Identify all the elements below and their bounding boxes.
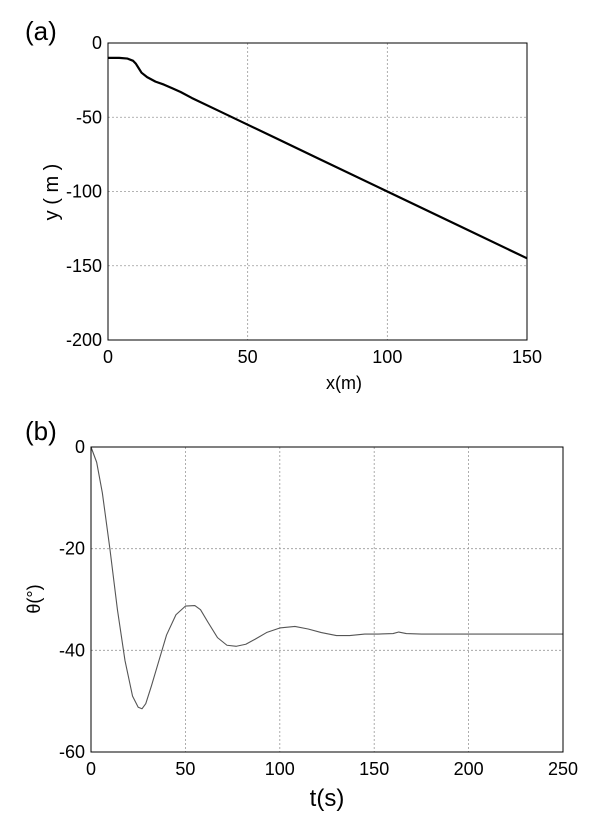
panel-b-x-axis-title: t(s): [310, 785, 345, 812]
panel-b-frame: [90, 446, 564, 753]
panel-a-x-tick-labels: 0 50 100 150: [103, 347, 542, 367]
y-tick-label: -50: [76, 107, 102, 127]
x-tick-label: 100: [372, 347, 402, 367]
y-tick-label: -60: [59, 742, 85, 762]
x-tick-label: 200: [454, 759, 484, 779]
y-tick-label: 0: [92, 33, 102, 53]
panel-a: (a) 0 -50 -100 -150 -200 0 50 100 150 x(m) y ( …: [25, 16, 542, 393]
panel-b-y-tick-labels: 0 -20 -40 -60: [59, 437, 85, 762]
x-tick-label: 50: [175, 759, 195, 779]
x-tick-label: 100: [265, 759, 295, 779]
y-tick-label: -40: [59, 640, 85, 660]
y-tick-label: -20: [59, 539, 85, 559]
panel-b-x-tick-labels: 0 50 100 150 200 250: [86, 759, 578, 779]
panel-b-angle-line: [90, 446, 563, 710]
x-tick-label: 50: [238, 347, 258, 367]
x-tick-label: 0: [86, 759, 96, 779]
panel-b-grid: [90, 446, 564, 753]
x-tick-label: 150: [359, 759, 389, 779]
panel-a-label: (a): [25, 16, 57, 46]
y-tick-label: -100: [66, 182, 102, 202]
panel-a-y-tick-labels: 0 -50 -100 -150 -200: [66, 33, 102, 350]
x-tick-label: 0: [103, 347, 113, 367]
panel-b-label: (b): [25, 416, 57, 446]
panel-b-y-axis-title: θ(°): [24, 584, 44, 613]
y-tick-label: -150: [66, 256, 102, 276]
x-tick-label: 250: [548, 759, 578, 779]
panel-a-y-axis-title: y ( m ): [41, 164, 63, 221]
y-tick-label: 0: [75, 437, 85, 457]
panel-a-frame: [107, 42, 528, 341]
panel-a-trajectory-line: [108, 56, 528, 260]
x-tick-label: 150: [512, 347, 542, 367]
panel-a-x-axis-title: x(m): [326, 373, 362, 393]
y-tick-label: -200: [66, 330, 102, 350]
panel-b: (b) 0 -20 -40 -60 0 50 100 150 200 250 t(s) θ(°): [24, 416, 578, 812]
